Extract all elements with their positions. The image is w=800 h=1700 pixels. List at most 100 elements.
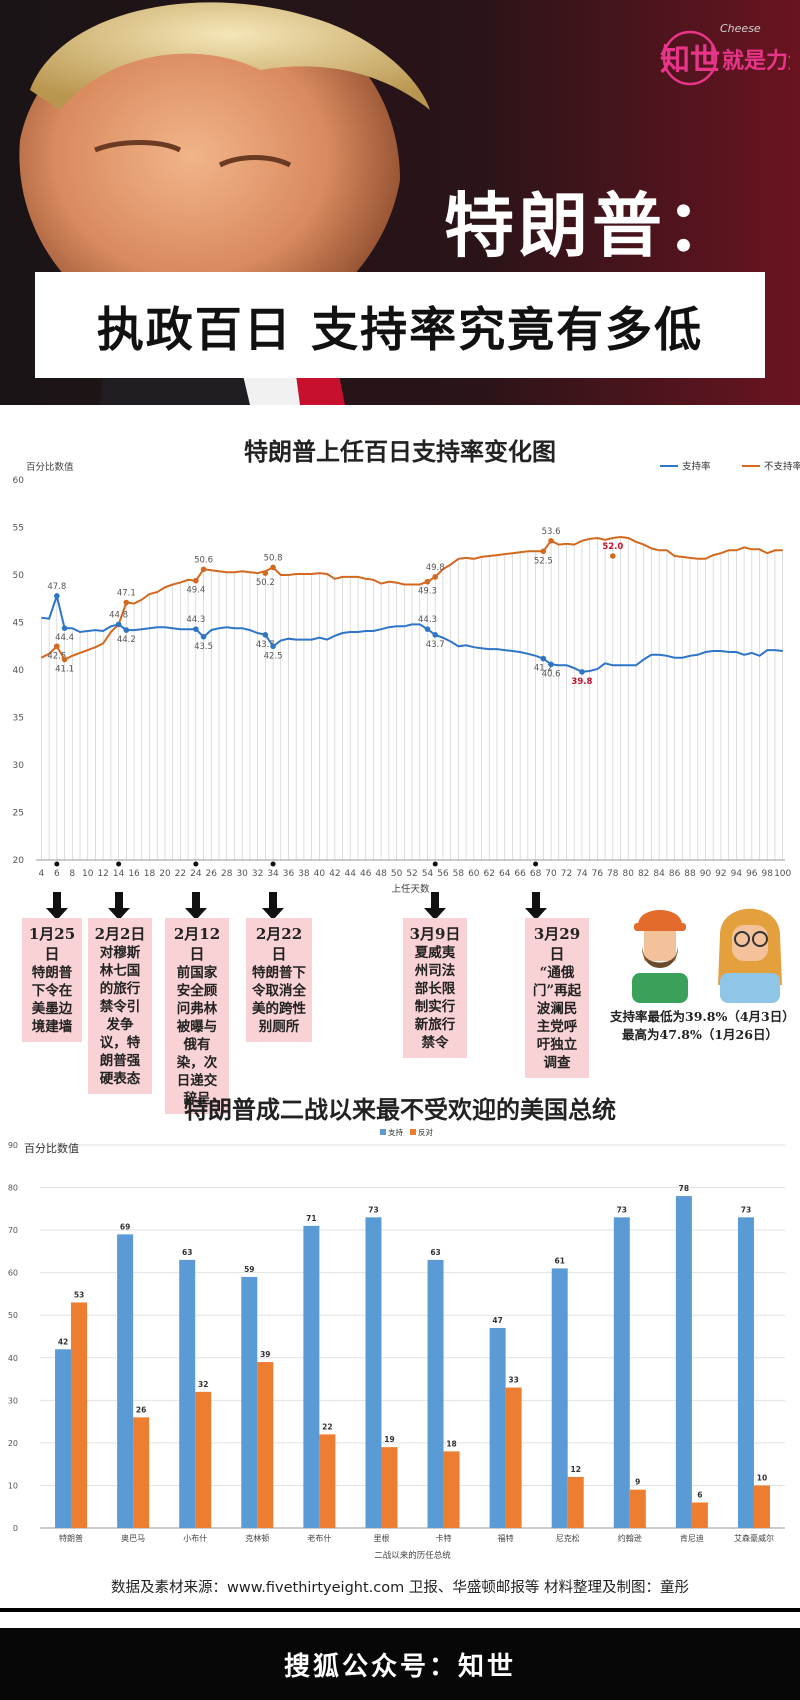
x-tick-label: 74	[576, 869, 588, 879]
x-tick-label: 62	[484, 869, 495, 879]
x-tick-label: 70	[545, 869, 557, 879]
arrow-shaft	[114, 892, 123, 908]
x-tick-label: 66	[514, 869, 526, 879]
data-point	[540, 548, 547, 555]
note-line1: 支持率最低为39.8%（4月3日）	[610, 1009, 795, 1024]
chart1-title: 特朗普上任百日支持率变化图	[244, 437, 556, 466]
category-label: 福特	[498, 1533, 514, 1543]
bar-value-label: 39	[260, 1350, 270, 1359]
y-tick-label: 35	[13, 714, 24, 724]
y-tick-label: 30	[13, 761, 25, 771]
x-tick-label: 72	[561, 869, 572, 879]
bar-反对	[257, 1362, 274, 1528]
bar-value-label: 73	[617, 1205, 627, 1214]
x-tick-label: 84	[653, 869, 665, 879]
y-axis-label: 百分比数值	[24, 1142, 79, 1155]
woman-figure	[718, 908, 782, 1003]
x-tick-label: 32	[252, 869, 263, 879]
category-label: 小布什	[183, 1533, 207, 1543]
x-axis-label: 上任天数	[391, 883, 430, 895]
legend-label: 支持	[388, 1127, 403, 1137]
x-tick-label: 48	[375, 869, 387, 879]
footer-banner: 搜狐公众号：知世	[0, 1628, 800, 1700]
x-tick-label: 40	[314, 869, 326, 879]
x-tick-label: 80	[623, 869, 635, 879]
data-point	[540, 655, 547, 662]
bar-反对	[71, 1302, 88, 1528]
bar-value-label: 12	[570, 1465, 580, 1474]
arrow-shaft	[52, 892, 61, 908]
y-tick-label: 0	[13, 1524, 18, 1533]
data-point	[432, 632, 439, 638]
man-figure	[632, 910, 688, 1003]
subtitle-box: 执政百日 支持率究竟有多低	[35, 272, 765, 378]
data-label: 50.8	[264, 553, 283, 563]
data-label: 49.4	[186, 586, 205, 596]
arrow-shaft	[431, 892, 440, 908]
logo-text-sub: 就是力量	[722, 48, 790, 74]
category-label: 里根	[373, 1533, 389, 1543]
bar-value-label: 9	[635, 1478, 640, 1487]
x-tick-label: 46	[360, 869, 372, 879]
bar-支持	[117, 1234, 134, 1528]
y-tick-label: 60	[8, 1269, 18, 1278]
data-label: 44.2	[117, 635, 136, 645]
footer-divider	[0, 1608, 800, 1612]
data-label: 41.2	[534, 664, 553, 674]
event-date: 3月29日	[533, 925, 581, 963]
legend-label: 不支持率	[764, 461, 800, 473]
x-tick-label: 78	[607, 869, 619, 879]
category-label: 奥巴马	[121, 1533, 145, 1543]
data-label: 53.6	[542, 527, 561, 537]
bar-反对	[195, 1391, 212, 1528]
bar-反对	[381, 1447, 398, 1528]
data-point	[270, 643, 276, 650]
bar-反对	[505, 1387, 522, 1528]
x-tick-label: 96	[746, 869, 758, 879]
bar-支持	[303, 1225, 320, 1528]
bar-value-label: 53	[74, 1290, 84, 1299]
bar-反对	[691, 1502, 708, 1528]
arrow-shaft	[269, 892, 278, 908]
x-tick-label: 6	[54, 869, 60, 879]
x-tick-label: 86	[669, 869, 681, 879]
event-date: 1月25日	[28, 925, 76, 963]
legend-swatch	[410, 1129, 416, 1135]
bar-value-label: 6	[697, 1490, 702, 1499]
event-date: 3月9日	[409, 925, 461, 943]
event-box: 3月9日 夏威夷州司法部长限制实行新旅行禁令	[403, 918, 467, 1058]
bar-value-label: 73	[741, 1205, 751, 1214]
data-point	[61, 656, 68, 663]
y-tick-label: 40	[8, 1354, 18, 1363]
bar-value-label: 63	[182, 1248, 192, 1257]
category-label: 尼克松	[556, 1533, 580, 1543]
event-text: 前国家安全顾问弗林被曝与俄有染，次日递交辞呈	[176, 965, 218, 1107]
event-box: 2月2日 对穆斯林七国的旅行禁令引发争议，特朗普强硬表态	[88, 918, 152, 1094]
x-tick-label: 54	[422, 869, 434, 879]
x-tick-label: 90	[700, 869, 712, 879]
event-axis-dot	[533, 861, 539, 867]
bar-value-label: 10	[757, 1473, 767, 1482]
bar-value-label: 71	[306, 1214, 316, 1223]
data-point	[610, 553, 616, 559]
y-tick-label: 50	[8, 1311, 18, 1320]
x-tick-label: 26	[206, 869, 218, 879]
data-point	[424, 626, 431, 632]
category-label: 老布什	[307, 1533, 331, 1543]
x-tick-label: 82	[638, 869, 649, 879]
bar-反对	[629, 1489, 646, 1528]
data-point	[193, 577, 199, 584]
bar-反对	[443, 1451, 460, 1528]
logo-text-tag: Cheese	[720, 22, 761, 35]
bar-支持	[179, 1259, 196, 1528]
bar-支持	[551, 1268, 568, 1528]
y-tick-label: 20	[8, 1439, 18, 1448]
data-label: 44.3	[418, 615, 437, 625]
data-point	[548, 538, 554, 544]
category-label: 约翰逊	[618, 1533, 642, 1543]
source-credit: 数据及素材来源：www.fivethirtyeight.com 卫报、华盛顿邮报…	[111, 1580, 689, 1596]
category-label: 艾森豪威尔	[734, 1533, 774, 1543]
data-point	[54, 643, 60, 650]
data-point	[262, 570, 269, 576]
